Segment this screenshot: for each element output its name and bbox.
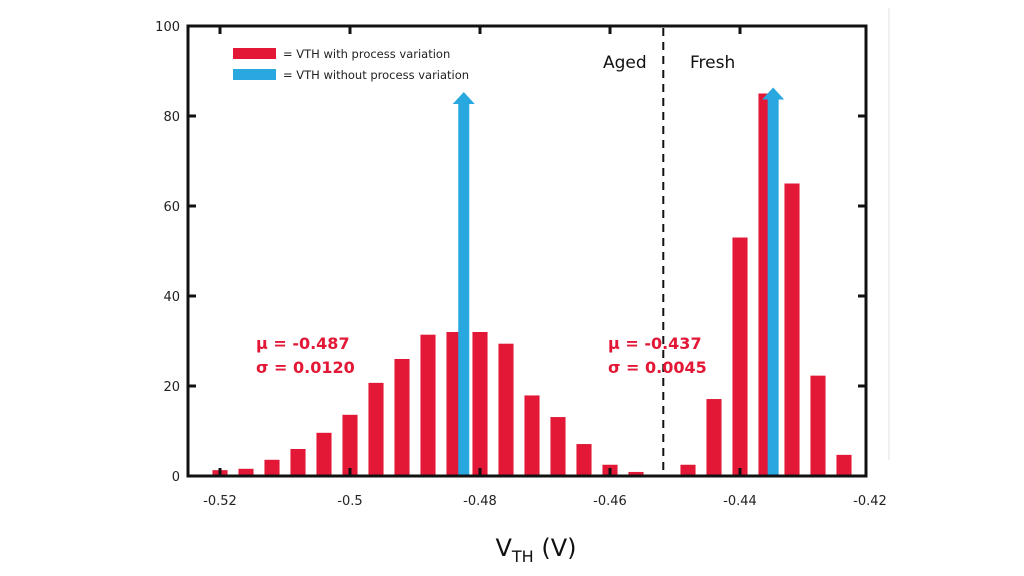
histogram-bar (680, 464, 696, 476)
arrows-layer (452, 87, 785, 476)
histogram-bar (472, 332, 488, 476)
x-tick-label: -0.42 (853, 494, 887, 509)
ticks-layer (188, 26, 866, 476)
x-tick-label: -0.52 (203, 494, 237, 509)
legend: = VTH with process variation = VTH witho… (233, 47, 469, 82)
x-axis-label-subscript: TH (511, 547, 534, 566)
x-tick-label: -0.48 (463, 494, 497, 509)
arrow-shaft (458, 102, 470, 476)
nominal-vth-arrow (762, 87, 785, 476)
bars-layer (212, 93, 852, 476)
aged-sigma-label: σ = 0.0120 (256, 358, 355, 377)
x-tick-label: -0.46 (593, 494, 627, 509)
histogram-bar (550, 417, 566, 476)
arrow-head (452, 92, 475, 104)
histogram-bar (446, 332, 462, 476)
y-tick-label: 80 (163, 110, 180, 125)
x-tick-label: -0.44 (723, 494, 757, 509)
y-tick-labels: 0 20 40 60 80 100 (155, 20, 180, 485)
histogram-bar (498, 343, 514, 476)
histogram-bar (706, 399, 722, 476)
nominal-vth-arrow (452, 92, 475, 476)
fresh-sigma-label: σ = 0.0045 (608, 358, 707, 377)
histogram-bar (628, 471, 644, 476)
histogram-bar (576, 444, 592, 476)
x-axis-label-unit: (V) (534, 534, 577, 562)
y-tick-label: 100 (155, 20, 180, 35)
arrow-shaft (767, 97, 779, 476)
histogram-bar (342, 414, 358, 476)
x-axis-label-main: V (495, 534, 512, 562)
histogram-bar (290, 449, 306, 476)
histogram-bar (238, 468, 254, 476)
region-label-aged: Aged (603, 53, 647, 73)
x-axis-label: VTH (V) (495, 534, 576, 566)
y-tick-label: 40 (163, 290, 180, 305)
legend-swatch-red (233, 48, 276, 59)
x-tick-labels: -0.52 -0.5 -0.48 -0.46 -0.44 -0.42 (203, 494, 887, 509)
histogram-bar (732, 237, 748, 476)
legend-label-without-variation: = VTH without process variation (283, 68, 469, 82)
histogram-bar (836, 454, 852, 476)
histogram-bar (394, 359, 410, 476)
region-label-fresh: Fresh (690, 53, 735, 73)
legend-swatch-blue (233, 69, 276, 80)
arrow-head (762, 87, 785, 100)
histogram-bar (368, 382, 384, 476)
y-tick-label: 60 (163, 200, 180, 215)
histogram-bar (784, 183, 800, 476)
aged-mean-label: μ = -0.487 (256, 334, 350, 353)
histogram-bar (810, 375, 826, 476)
x-tick-label: -0.5 (337, 494, 362, 509)
histogram-bar (264, 459, 280, 476)
histogram-bar (524, 395, 540, 476)
fresh-mean-label: μ = -0.437 (608, 334, 702, 353)
histogram-bar (316, 432, 332, 476)
histogram-bar (420, 334, 436, 476)
plot-frame (186, 24, 868, 478)
legend-label-with-variation: = VTH with process variation (283, 47, 450, 61)
y-tick-label: 20 (163, 380, 180, 395)
y-tick-label: 0 (172, 470, 180, 485)
